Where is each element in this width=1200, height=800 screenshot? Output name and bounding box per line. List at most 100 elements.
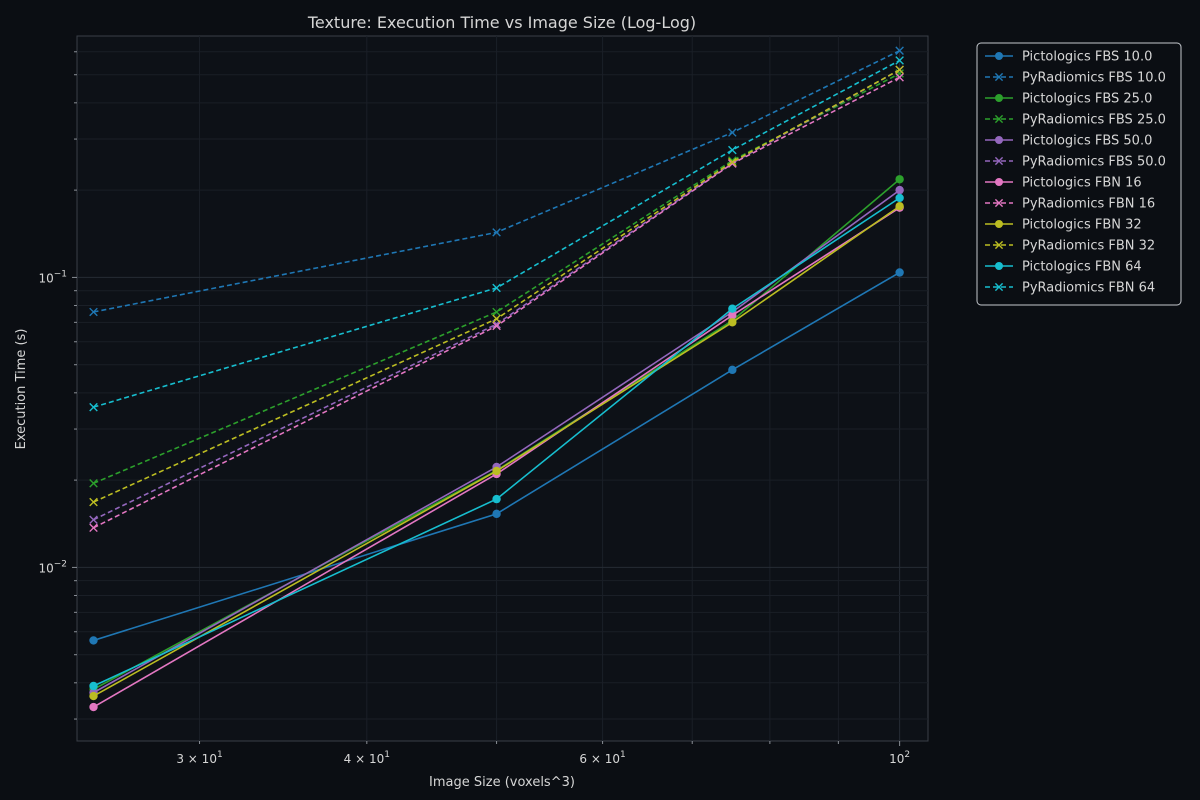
data-point (89, 479, 98, 488)
x-axis-label: Image Size (voxels^3) (429, 775, 575, 790)
data-point (492, 494, 501, 504)
series-line (93, 205, 901, 697)
series-line (93, 76, 900, 529)
series-pictologics-fbn-32 (89, 202, 904, 701)
series-layer (89, 46, 904, 712)
series-pictologics-fbs-10-0 (89, 268, 904, 645)
legend-box (976, 42, 1182, 306)
legend-marker (994, 72, 1004, 82)
data-point (728, 145, 737, 155)
series-pyradiomics-fbn-64 (89, 56, 904, 412)
data-point (728, 311, 737, 320)
x-tick-label: 102 (889, 750, 910, 766)
legend-item: Pictologics FBS 25.0 (985, 92, 1152, 107)
data-point (728, 304, 737, 313)
series-line (93, 189, 901, 694)
data-point (89, 515, 98, 525)
series-line (93, 49, 900, 313)
legend-label: PyRadiomics FBN 16 (1022, 197, 1155, 212)
legend-marker (995, 220, 1003, 228)
plot-area (76, 35, 929, 742)
data-point (895, 202, 904, 211)
data-point (895, 193, 904, 203)
data-point (89, 523, 98, 533)
legend-marker (994, 240, 1004, 250)
y-axis-label: Execution Time (s) (14, 329, 29, 450)
series-line (93, 197, 901, 687)
legend-item: PyRadiomics FBS 50.0 (985, 155, 1166, 170)
series-line (93, 69, 901, 521)
legend-marker (995, 262, 1003, 270)
data-point (492, 228, 501, 237)
legend-label: Pictologics FBN 32 (1022, 218, 1142, 233)
legend-item: Pictologics FBS 10.0 (985, 50, 1152, 65)
legend: Pictologics FBS 10.0 PyRadiomics FBS 10.0… (976, 42, 1182, 306)
chart-title: Texture: Execution Time vs Image Size (L… (307, 13, 696, 32)
series-line (93, 69, 901, 503)
legend-label: PyRadiomics FBN 32 (1022, 239, 1155, 254)
legend-item: PyRadiomics FBS 10.0 (985, 71, 1166, 86)
x-tick-label: 3 × 101 (176, 750, 222, 766)
data-point (89, 681, 98, 691)
series-line (93, 59, 901, 408)
legend-item: Pictologics FBN 64 (985, 260, 1142, 275)
data-point (895, 46, 904, 56)
legend-marker (995, 94, 1003, 102)
legend-marker (994, 282, 1004, 292)
series-pyradiomics-fbn-32 (89, 65, 904, 507)
data-point (728, 318, 737, 327)
data-point (492, 283, 501, 293)
series-line (93, 72, 900, 485)
data-point (89, 307, 98, 317)
data-point (492, 314, 501, 324)
data-point (492, 466, 501, 476)
data-point (895, 175, 904, 184)
data-point (728, 157, 737, 167)
data-point (89, 691, 98, 701)
data-point (89, 636, 98, 645)
y-tick-label: 10−2 (38, 559, 67, 575)
data-point (89, 497, 98, 507)
legend-marker (994, 114, 1004, 124)
legend-label: PyRadiomics FBS 25.0 (1022, 113, 1166, 128)
legend-marker (995, 178, 1003, 186)
legend-label: PyRadiomics FBS 10.0 (1022, 71, 1166, 86)
legend-label: PyRadiomics FBN 64 (1022, 281, 1155, 296)
data-point (492, 307, 501, 317)
data-point (895, 268, 904, 277)
y-axis-ticks: 10−2 10−1 (38, 51, 77, 720)
legend-marker (995, 52, 1003, 60)
legend-marker (995, 136, 1003, 144)
legend-item: PyRadiomics FBN 64 (985, 281, 1155, 296)
x-axis-ticks: 3 × 101 4 × 101 6 × 101 102 (176, 741, 910, 766)
legend-label: PyRadiomics FBS 50.0 (1022, 155, 1166, 170)
data-point (728, 365, 737, 375)
data-point (895, 65, 904, 75)
data-point (728, 128, 737, 137)
legend-label: Pictologics FBS 25.0 (1022, 92, 1152, 107)
x-tick-label: 4 × 101 (344, 750, 390, 766)
data-point (895, 185, 904, 195)
data-point (895, 72, 904, 82)
x-tick-label: 6 × 101 (579, 750, 625, 766)
series-pictologics-fbn-64 (89, 193, 904, 691)
series-pyradiomics-fbs-10-0 (89, 46, 904, 317)
legend-marker (994, 198, 1004, 208)
legend-item: PyRadiomics FBN 16 (985, 197, 1155, 212)
legend-label: Pictologics FBS 10.0 (1022, 50, 1152, 65)
data-point (89, 702, 98, 712)
legend-item: Pictologics FBS 50.0 (985, 134, 1152, 149)
data-point (89, 402, 98, 412)
data-point (895, 56, 904, 65)
legend-item: PyRadiomics FBS 25.0 (985, 113, 1166, 128)
legend-label: Pictologics FBS 50.0 (1022, 134, 1152, 149)
legend-item: Pictologics FBN 32 (985, 218, 1142, 233)
legend-label: Pictologics FBN 64 (1022, 260, 1142, 275)
legend-marker (994, 156, 1004, 166)
y-tick-label: 10−1 (38, 269, 67, 285)
series-line (93, 271, 901, 642)
data-point (492, 321, 501, 331)
legend-label: Pictologics FBN 16 (1022, 176, 1142, 191)
data-point (492, 509, 501, 519)
